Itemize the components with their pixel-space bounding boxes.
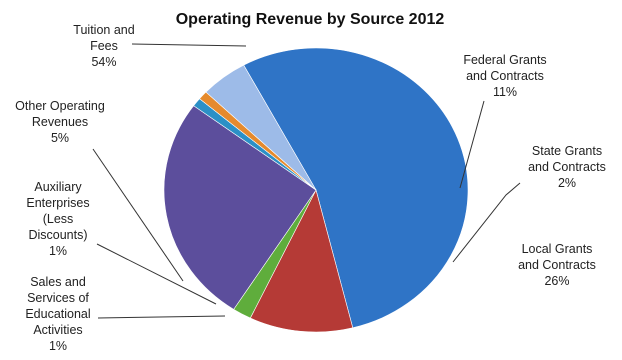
pie-slice: [205, 64, 317, 191]
pie-slice: [249, 189, 354, 333]
chart-title: Operating Revenue by Source 2012: [176, 11, 445, 28]
pie-slices: [163, 47, 469, 333]
leader-line: [452, 182, 521, 263]
leader-line: [97, 315, 226, 319]
slice-label: Local Grants and Contracts 26%: [518, 242, 596, 288]
leader-lines: [92, 43, 521, 319]
slice-label: Auxiliary Enterprises (Less Discounts) 1%: [26, 180, 89, 258]
leader-line: [96, 243, 217, 305]
pie-slice: [243, 47, 469, 329]
pie-slice: [163, 105, 317, 310]
leader-line: [131, 43, 247, 47]
slice-label: Federal Grants and Contracts 11%: [463, 53, 546, 99]
slice-label: Other Operating Revenues 5%: [15, 99, 105, 145]
slice-label: Sales and Services of Educational Activitie…: [25, 275, 90, 353]
slice-labels: Tuition and Fees 54% Federal Grants and Cont…: [15, 23, 606, 353]
slice-label: Tuition and Fees 54%: [73, 23, 134, 69]
slice-label: State Grants and Contracts 2%: [528, 144, 606, 190]
leader-line: [92, 148, 184, 282]
leader-line: [459, 100, 485, 189]
